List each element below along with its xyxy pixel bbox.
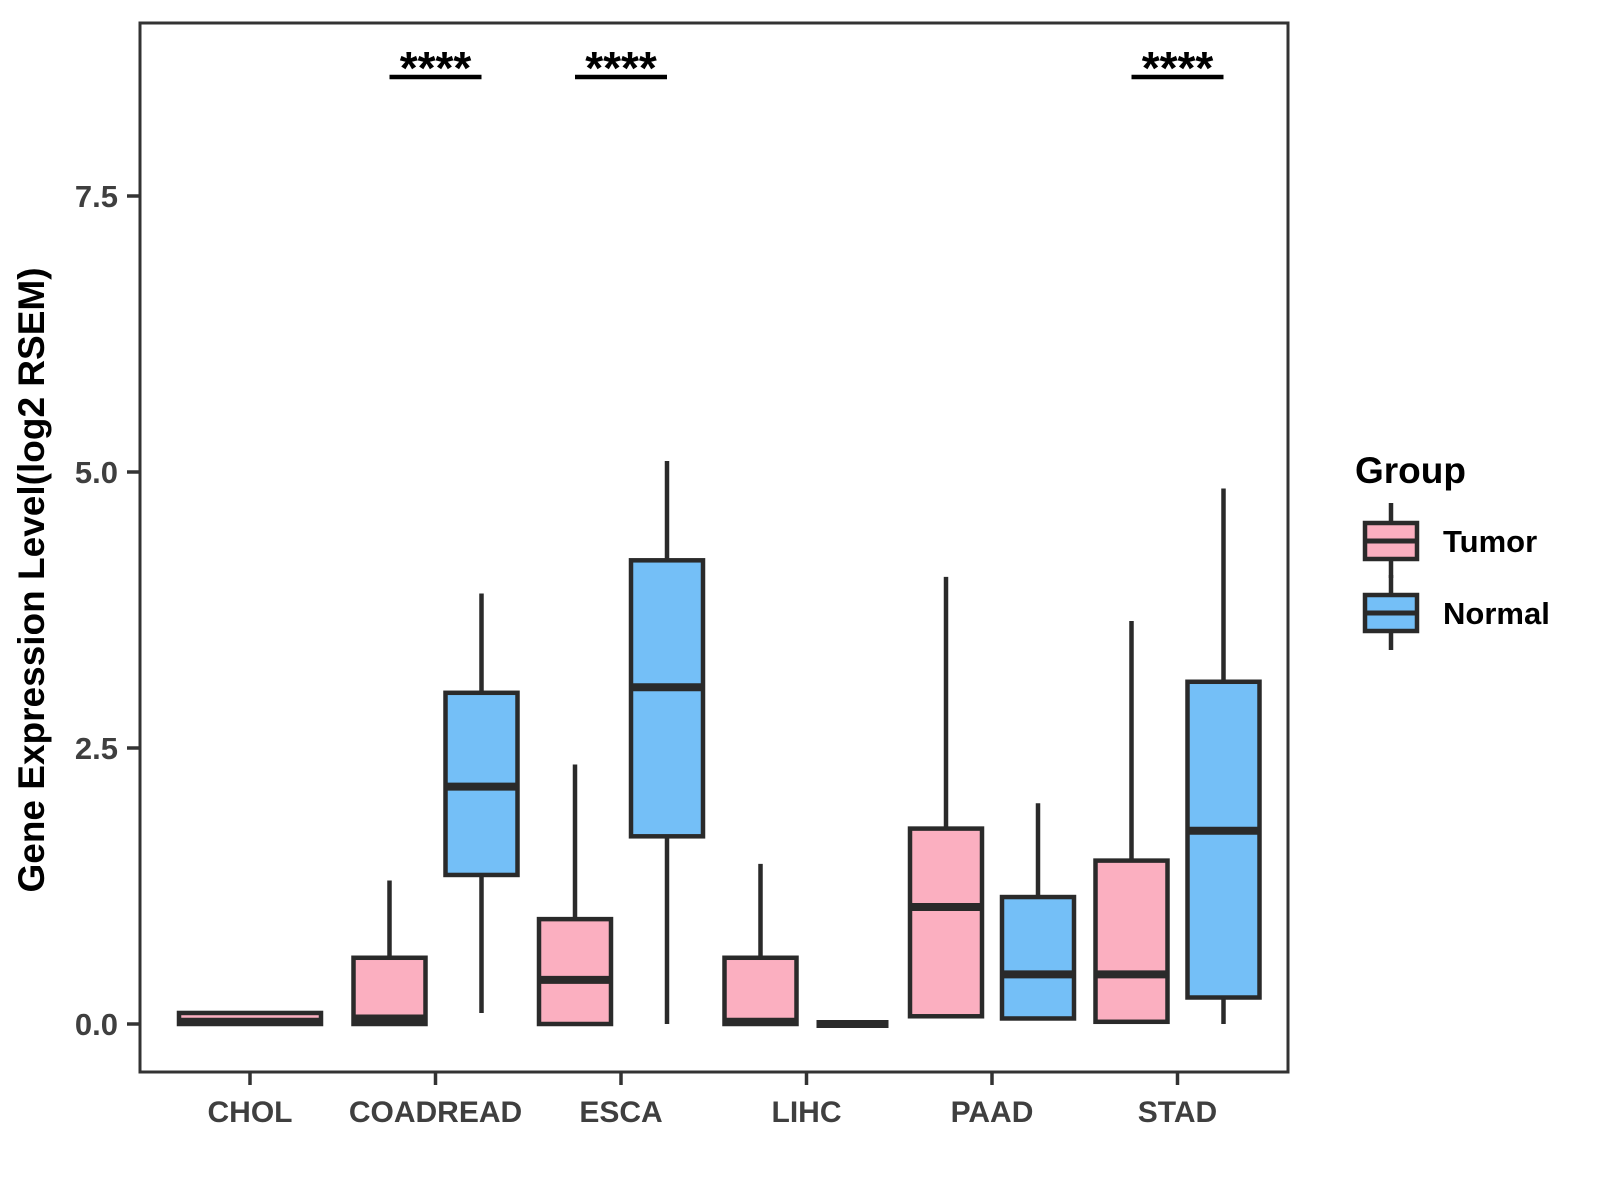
legend-title: Group — [1355, 450, 1466, 491]
legend-label-tumor: Tumor — [1443, 524, 1537, 559]
y-axis-title: Gene Expression Level(log2 RSEM) — [11, 267, 52, 892]
y-axis-tick-label: 5.0 — [75, 455, 118, 490]
significance-stars-esca: **** — [585, 42, 657, 94]
box-lihc-tumor-iqr — [722, 955, 799, 1027]
x-axis-label-esca: ESCA — [579, 1096, 662, 1129]
legend-label-normal: Normal — [1443, 596, 1550, 631]
box-esca-normal-iqr — [628, 558, 706, 839]
y-axis-tick-label: 2.5 — [75, 731, 118, 766]
box-paad-tumor-iqr — [907, 826, 985, 1019]
x-axis-label-stad: STAD — [1138, 1096, 1217, 1129]
plot-panel-border — [138, 21, 1290, 1074]
y-axis-tick-label: 7.5 — [75, 179, 118, 214]
x-axis-label-paad: PAAD — [951, 1096, 1034, 1129]
significance-stars-coadread: **** — [400, 42, 472, 94]
y-axis-tick-label: 0.0 — [75, 1007, 118, 1042]
x-axis-label-lihc: LIHC — [772, 1096, 842, 1129]
x-axis-label-chol: CHOL — [208, 1096, 293, 1129]
box-paad-normal-iqr — [999, 894, 1077, 1021]
box-coadread-tumor-iqr — [351, 955, 428, 1027]
box-stad-tumor-iqr — [1093, 858, 1170, 1025]
significance-stars-stad: **** — [1142, 42, 1214, 94]
box-stad-normal-iqr — [1185, 679, 1262, 1000]
x-axis-label-coadread: COADREAD — [349, 1096, 522, 1129]
box-esca-tumor-iqr — [536, 916, 614, 1027]
